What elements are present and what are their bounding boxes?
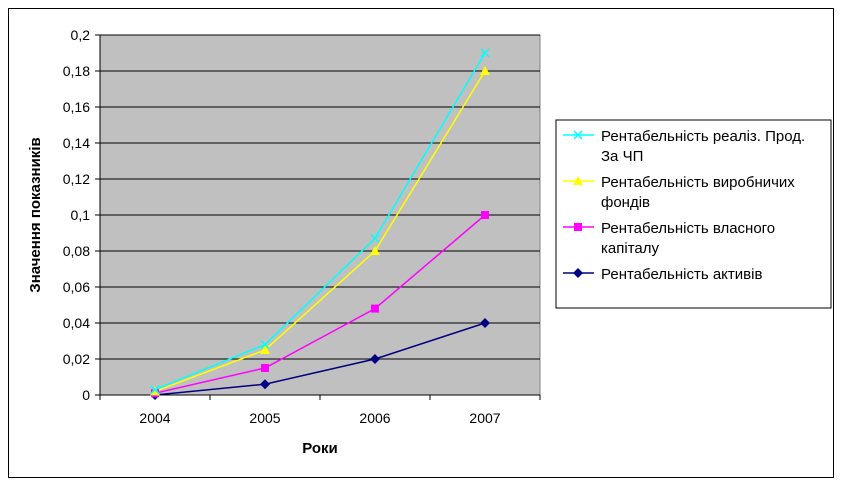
x-axis-title: Роки (302, 440, 338, 457)
series-line (154, 214, 486, 394)
y-tick-labels: 0 0,02 0,04 0,06 0,08 0,1 0,12 0,14 0,16 0,18 0,2 (63, 27, 90, 403)
y-tick-label: 0,04 (63, 315, 90, 331)
axes (95, 34, 541, 400)
triangle-marker (260, 345, 270, 354)
x-marker (150, 385, 160, 395)
legend-label: Рентабельність реаліз. Прод. (601, 128, 805, 145)
y-tick-label: 0,2 (71, 27, 91, 43)
series-line (154, 70, 486, 393)
grid-lines (100, 34, 540, 360)
diamond-marker (573, 268, 583, 278)
x-marker (480, 48, 490, 58)
x-tick-label: 2004 (139, 410, 170, 426)
legend-label: капіталу (601, 240, 659, 257)
legend: Рентабельність реаліз. Прод. За ЧП Рентабе… (555, 119, 832, 309)
triangle-marker (480, 66, 490, 75)
y-tick-label: 0,12 (63, 171, 90, 187)
diamond-marker (370, 354, 380, 364)
y-tick-label: 0,18 (63, 63, 90, 79)
legend-label: За ЧП (601, 148, 643, 165)
x-tick-label: 2005 (249, 410, 280, 426)
x-tick-label: 2007 (469, 410, 500, 426)
x-marker (573, 130, 583, 140)
series-line (154, 322, 486, 396)
x-marker (370, 233, 380, 243)
legend-box (555, 119, 832, 309)
square-marker (574, 223, 582, 231)
y-tick-label: 0 (82, 387, 90, 403)
x-tick-labels: 2004 2005 2006 2007 (139, 410, 500, 426)
legend-label: Рентабельність активів (601, 266, 762, 283)
series-markers (150, 48, 490, 400)
series-lines (154, 52, 486, 396)
triangle-marker (370, 246, 380, 255)
y-tick-label: 0,06 (63, 279, 90, 295)
x-marker (260, 340, 270, 350)
y-tick-label: 0,14 (63, 135, 90, 151)
y-tick-label: 0,16 (63, 99, 90, 115)
y-tick-label: 0,1 (71, 207, 91, 223)
y-axis-title: Значення показників (27, 137, 44, 292)
legend-label: фондів (601, 194, 650, 211)
legend-label: Рентабельність власного (601, 220, 775, 237)
y-tick-label: 0,08 (63, 243, 90, 259)
legend-label: Рентабельність виробничих (601, 174, 795, 191)
square-marker (261, 364, 269, 372)
square-marker (481, 211, 489, 219)
y-tick-label: 0,02 (63, 351, 90, 367)
diamond-marker (260, 379, 270, 390)
series-line (154, 52, 486, 391)
x-tick-label: 2006 (359, 410, 390, 426)
diamond-marker (480, 318, 490, 328)
square-marker (371, 304, 379, 313)
triangle-marker (573, 176, 583, 185)
